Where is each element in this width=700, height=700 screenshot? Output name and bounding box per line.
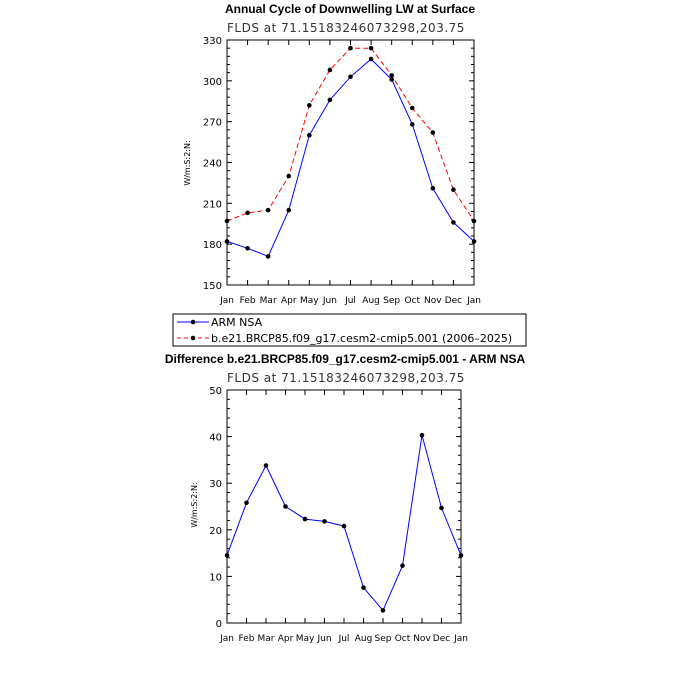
chart-annual-cycle: Annual Cycle of Downwelling LW at Surfac…: [183, 2, 481, 306]
x-tick-label: Jul: [344, 296, 356, 306]
x-tick-label: May: [300, 296, 319, 306]
chart-title: Annual Cycle of Downwelling LW at Surfac…: [225, 2, 475, 16]
x-tick-label: Aug: [362, 296, 380, 306]
y-tick-label: 180: [203, 240, 222, 251]
x-tick-label: Oct: [395, 634, 411, 644]
x-tick-label: Jul: [338, 634, 350, 644]
data-point: [286, 207, 292, 213]
data-point: [224, 239, 230, 244]
y-tick-label: 0: [216, 619, 222, 630]
data-point: [245, 210, 250, 216]
chart-subtitle: FLDS at 71.15183246073298,203.75: [227, 371, 465, 385]
data-point: [265, 207, 271, 213]
data-point: [286, 173, 292, 179]
data-point: [419, 432, 425, 438]
data-point: [263, 463, 269, 468]
x-tick-label: Jun: [316, 634, 331, 644]
data-point: [224, 218, 230, 224]
x-tick-label: Oct: [404, 296, 420, 306]
x-tick-label: Jun: [322, 296, 337, 306]
chart-subtitle: FLDS at 71.15183246073298,203.75: [227, 21, 465, 35]
data-point: [283, 504, 288, 509]
data-point: [451, 220, 456, 225]
x-tick-label: Jan: [219, 296, 234, 306]
data-point: [439, 505, 444, 511]
data-point: [245, 245, 250, 251]
x-tick-label: Dec: [445, 296, 462, 306]
data-point: [341, 523, 347, 529]
data-point: [409, 122, 415, 127]
x-tick-label: Nov: [413, 634, 431, 644]
y-tick-label: 210: [203, 199, 222, 210]
data-point: [389, 77, 394, 82]
data-point: [368, 56, 374, 62]
y-axis-label: W/m:S:2:N:: [190, 482, 199, 527]
data-point: [307, 103, 312, 108]
x-tick-label: Sep: [383, 296, 400, 306]
y-axis-label: W/m:S:2:N:: [183, 140, 192, 185]
chart-title: Difference b.e21.BRCP85.f09_g17.cesm2-cm…: [165, 352, 526, 366]
data-point: [471, 218, 477, 224]
data-point: [348, 74, 353, 80]
data-point: [322, 519, 327, 524]
data-point: [409, 105, 415, 111]
x-tick-label: Jan: [453, 634, 468, 644]
y-tick-label: 50: [209, 386, 222, 397]
x-tick-label: Jan: [466, 296, 481, 306]
y-tick-label: 330: [203, 36, 222, 47]
data-point: [430, 130, 436, 135]
x-tick-label: Apr: [278, 634, 294, 644]
series-line-0: [226, 58, 475, 258]
series-line-0: [226, 435, 462, 612]
y-tick-label: 30: [209, 479, 222, 490]
data-point: [302, 516, 308, 522]
data-point: [458, 553, 464, 558]
data-point: [244, 500, 249, 506]
data-point: [265, 254, 271, 259]
legend-marker-model: [190, 335, 196, 341]
data-point: [224, 553, 230, 558]
plot-frame: [226, 389, 462, 624]
data-point: [348, 45, 353, 51]
x-tick-label: Sep: [375, 634, 392, 644]
x-tick-label: Jan: [219, 634, 234, 644]
legend-box: [172, 313, 527, 347]
x-tick-label: Aug: [355, 634, 373, 644]
data-point: [471, 239, 477, 244]
legend: ARM NSA b.e21.BRCP85.f09_g17.cesm2-cmip5…: [172, 313, 527, 347]
data-point: [380, 608, 386, 613]
data-point: [400, 563, 405, 568]
legend-label-arm: ARM NSA: [211, 316, 263, 329]
y-tick-label: 40: [209, 433, 222, 444]
x-tick-label: Feb: [239, 634, 255, 644]
data-point: [327, 97, 333, 103]
x-tick-label: May: [296, 634, 315, 644]
legend-marker-arm: [190, 319, 196, 325]
chart-difference: Difference b.e21.BRCP85.f09_g17.cesm2-cm…: [165, 352, 526, 644]
y-tick-label: 10: [209, 572, 222, 583]
data-point: [307, 132, 312, 138]
y-tick-label: 270: [203, 118, 222, 129]
x-tick-label: Feb: [240, 296, 256, 306]
data-point: [430, 186, 436, 191]
x-tick-label: Mar: [258, 634, 275, 644]
data-point: [389, 73, 394, 78]
data-point: [368, 45, 374, 51]
x-tick-label: Nov: [424, 296, 442, 306]
data-point: [451, 187, 456, 193]
data-point: [327, 67, 333, 73]
data-point: [361, 585, 366, 590]
y-tick-label: 20: [209, 526, 222, 537]
x-tick-label: Apr: [281, 296, 297, 306]
x-tick-label: Dec: [433, 634, 450, 644]
legend-label-model: b.e21.BRCP85.f09_g17.cesm2-cmip5.001 (20…: [211, 332, 512, 345]
y-tick-label: 240: [203, 159, 222, 170]
y-tick-label: 300: [203, 77, 222, 88]
x-tick-label: Mar: [260, 296, 277, 306]
y-tick-label: 150: [203, 281, 222, 292]
